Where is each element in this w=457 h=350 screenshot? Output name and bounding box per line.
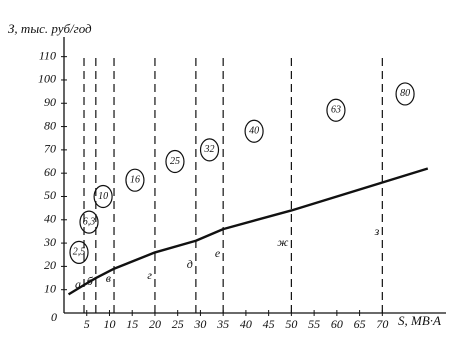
x-tick-label: 55 (308, 317, 320, 331)
rating-circle (93, 184, 113, 209)
x-tick-label: 25 (172, 317, 184, 331)
y-tick-label: 50 (44, 188, 56, 202)
y-axis-label: З, тыс. руб/год (8, 21, 92, 36)
boundary-letter: д (187, 257, 193, 271)
rating-circle (199, 138, 220, 162)
x-axis-label: S, МВ·А (398, 313, 441, 328)
origin-label: 0 (51, 310, 57, 324)
boundary-letter: в (106, 271, 111, 285)
y-tick-label: 20 (44, 258, 56, 272)
y-tick-label: 60 (44, 165, 56, 179)
y-tick-label: 70 (44, 142, 56, 156)
rating-circle (395, 82, 415, 106)
rating-circle (69, 240, 89, 265)
y-tick-label: 90 (44, 95, 56, 109)
x-tick-label: 35 (216, 317, 229, 331)
rating-circle (165, 149, 185, 174)
y-tick-label: 80 (44, 118, 56, 132)
rating-circle (326, 98, 346, 122)
boundary-letter: з (374, 224, 380, 238)
x-tick-label: 50 (285, 317, 297, 331)
rating-label: 10 (98, 191, 108, 202)
boundary-letter: ж (277, 235, 288, 249)
rating-label: 6,3 (83, 216, 96, 227)
rating-label: 25 (170, 156, 180, 167)
x-tick-label: 5 (84, 317, 90, 331)
rating-circle (125, 168, 145, 192)
y-tick-label: 30 (43, 235, 56, 249)
y-tick-label: 100 (38, 72, 56, 86)
x-tick-label: 65 (354, 317, 366, 331)
x-tick-label: 30 (193, 317, 206, 331)
boundary-letter: г (147, 268, 152, 282)
rating-label: 2,5 (73, 247, 86, 258)
rating-label: 63 (331, 105, 341, 116)
y-tick-label: 40 (44, 212, 56, 226)
rating-label: 32 (204, 144, 215, 155)
boundary-letter: е (215, 246, 221, 260)
x-tick-label: 40 (240, 317, 252, 331)
cost-curve (67, 167, 429, 296)
x-tick-label: 60 (331, 317, 343, 331)
x-tick-label: 20 (149, 317, 161, 331)
rating-circle (79, 210, 99, 234)
rating-label: 80 (400, 88, 410, 99)
rating-circle (244, 119, 264, 143)
x-tick-label: 10 (103, 317, 115, 331)
y-tick-label: 110 (39, 48, 56, 62)
boundary-letter: а (75, 277, 81, 291)
y-tick-label: 10 (44, 281, 56, 295)
rating-label: 40 (249, 126, 259, 137)
x-tick-label: 70 (376, 317, 388, 331)
boundary-letter: б (87, 274, 94, 288)
rating-label: 16 (130, 174, 140, 185)
x-tick-label: 15 (126, 317, 138, 331)
x-tick-label: 45 (263, 317, 275, 331)
